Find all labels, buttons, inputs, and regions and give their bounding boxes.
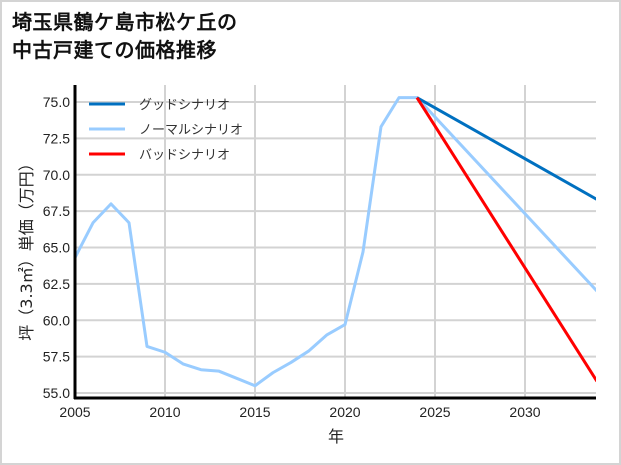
x-tick-label: 2020 [329,404,360,420]
legend-label: ノーマルシナリオ [139,123,243,138]
y-tick-label: 55.0 [43,385,70,401]
chart-title-line1: 埼玉県鶴ケ島市松ケ丘の [12,10,238,34]
x-tick-label: 2005 [59,404,90,420]
chart-title: 埼玉県鶴ケ島市松ケ丘の 中古戸建ての価格推移 [12,8,238,64]
y-tick-label: 67.5 [43,203,70,219]
legend-label: グッドシナリオ [139,98,230,113]
chart-title-line2: 中古戸建ての価格推移 [12,38,217,62]
y-tick-label: 65.0 [43,240,70,256]
grid-lines [74,85,596,398]
y-tick-label: 70.0 [43,167,70,183]
series-lines [75,96,596,388]
x-tick-label: 2025 [419,404,450,420]
y-tick-label: 60.0 [43,312,70,328]
series-line [75,96,596,388]
y-tick-label: 62.5 [43,276,70,292]
legend-label: バッドシナリオ [139,148,230,163]
x-tick-label: 2030 [509,404,540,420]
tick-labels: 55.0 57.5 60.0 62.5 65.0 67.5 70.0 72.5 75.0 2005… [43,94,541,420]
series-line [415,96,596,383]
series-line [416,96,596,201]
x-tick-label: 2015 [239,404,270,420]
y-tick-label: 75.0 [43,94,70,110]
y-tick-label: 57.5 [43,349,70,365]
x-axis-label: 年 [328,427,344,446]
y-tick-label: 72.5 [43,130,70,146]
y-axis-label: 坪（3.3㎡）単価（万円） [17,155,36,340]
x-tick-label: 2010 [149,404,180,420]
axes [73,85,596,400]
